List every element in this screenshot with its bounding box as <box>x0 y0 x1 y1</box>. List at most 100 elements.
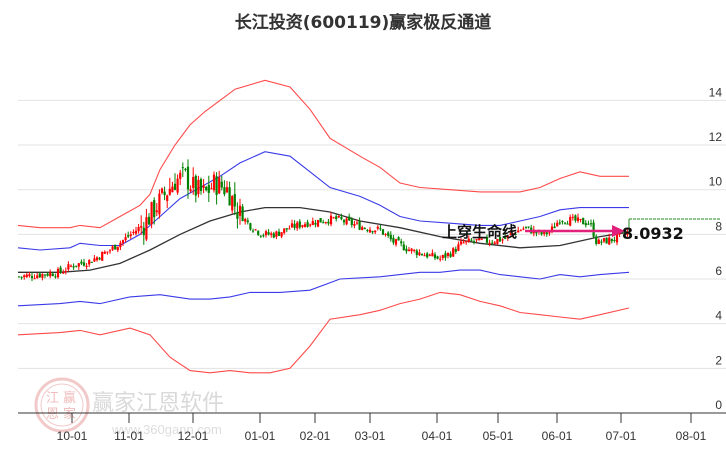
y-tick-label: 12 <box>709 130 723 144</box>
candle-up <box>428 254 431 256</box>
candle-up <box>618 232 621 235</box>
candle-up <box>410 248 413 252</box>
candle-up <box>124 237 127 241</box>
svg-text:江: 江 <box>46 391 59 406</box>
candle-down <box>186 166 190 190</box>
candle-down <box>30 276 34 278</box>
candle-down <box>199 179 203 191</box>
candle-up <box>556 222 559 227</box>
x-tick-label: 10-01 <box>57 429 88 443</box>
candle-down <box>381 229 385 235</box>
candle-down <box>491 242 494 244</box>
candle-down <box>246 220 249 223</box>
candle-up <box>67 264 70 270</box>
candle-down <box>454 249 457 252</box>
candle-down <box>241 206 244 222</box>
candle-down <box>20 276 23 278</box>
x-tick-label: 11-01 <box>114 429 144 443</box>
candle-up <box>41 273 44 278</box>
annotation-group: 上穿生命线 8.0932 <box>442 218 720 243</box>
upper-inner-band-line <box>17 151 629 251</box>
candlesticks <box>17 159 629 282</box>
candle-up <box>129 234 132 236</box>
candle-down <box>72 266 75 268</box>
candle-down <box>426 253 429 258</box>
candle-up <box>467 238 470 242</box>
candle-up <box>316 220 320 227</box>
candle-down <box>613 240 616 241</box>
candle-up <box>361 227 364 230</box>
candle-up <box>101 252 104 261</box>
candle-down <box>584 223 587 226</box>
candle-down <box>563 222 567 224</box>
candle-down <box>335 216 338 220</box>
candle-down <box>472 241 476 243</box>
channel-bands <box>17 79 630 374</box>
candle-down <box>207 184 210 193</box>
x-tick-label: 12-01 <box>178 429 209 443</box>
candle-down <box>38 273 41 278</box>
candle-down <box>236 212 239 219</box>
candle-up <box>576 217 580 222</box>
candle-down <box>153 200 156 218</box>
candle-up <box>329 215 333 225</box>
candle-up <box>571 216 574 218</box>
candle-up <box>168 188 171 195</box>
candle-up <box>197 179 200 195</box>
candle-up <box>441 255 444 258</box>
candle-up <box>615 234 619 243</box>
candle-up <box>376 226 379 229</box>
candle-up <box>353 224 356 226</box>
candle-up <box>155 210 158 213</box>
candle-up <box>478 237 481 241</box>
candle-up <box>548 232 551 234</box>
candle-down <box>566 223 569 225</box>
lower-outer-band-line <box>17 291 630 374</box>
candle-up <box>210 188 213 190</box>
candle-down <box>558 222 561 224</box>
candle-up <box>324 222 327 224</box>
candle-up <box>103 251 106 254</box>
candle-down <box>257 230 260 235</box>
candle-down <box>322 222 325 224</box>
candle-down <box>402 244 405 251</box>
gridlines: 0 2 4 6 8 10 12 14 <box>18 85 726 412</box>
y-tick-label: 8 <box>715 219 722 233</box>
candle-down <box>433 254 437 259</box>
x-tick-label: 03-01 <box>355 429 386 443</box>
candle-up <box>602 238 606 242</box>
candle-down <box>142 227 145 236</box>
candle-down <box>561 221 564 223</box>
candle-down <box>387 232 390 236</box>
candle-up <box>25 274 28 278</box>
lower-inner-band-line <box>17 269 630 307</box>
candle-down <box>75 265 78 267</box>
candle-up <box>459 241 463 245</box>
candle-down <box>371 231 374 233</box>
candle-down <box>595 236 598 244</box>
candle-up <box>158 193 161 215</box>
candle-down <box>415 250 418 255</box>
y-tick-label: 0 <box>715 398 722 412</box>
candle-up <box>509 233 512 235</box>
axes: 10-01 11-01 12-01 01-01 02-01 03-01 04-01 05-01… <box>18 412 726 443</box>
candle-up <box>254 229 257 231</box>
x-tick-label: 08-01 <box>676 429 707 443</box>
candle-up <box>85 265 88 267</box>
candle-down <box>163 191 166 196</box>
candle-up <box>270 233 273 235</box>
candle-up <box>189 189 192 192</box>
candle-up <box>179 172 182 179</box>
candle-up <box>218 177 221 194</box>
candle-up <box>309 224 312 226</box>
candle-up <box>23 275 26 278</box>
candle-down <box>392 237 395 243</box>
candle-down <box>194 175 197 196</box>
candle-down <box>249 223 252 230</box>
candle-up <box>394 239 398 245</box>
candle-up <box>160 188 164 193</box>
candle-down <box>319 218 322 223</box>
candle-up <box>480 238 483 240</box>
candle-up <box>384 234 387 235</box>
candle-down <box>592 222 595 237</box>
